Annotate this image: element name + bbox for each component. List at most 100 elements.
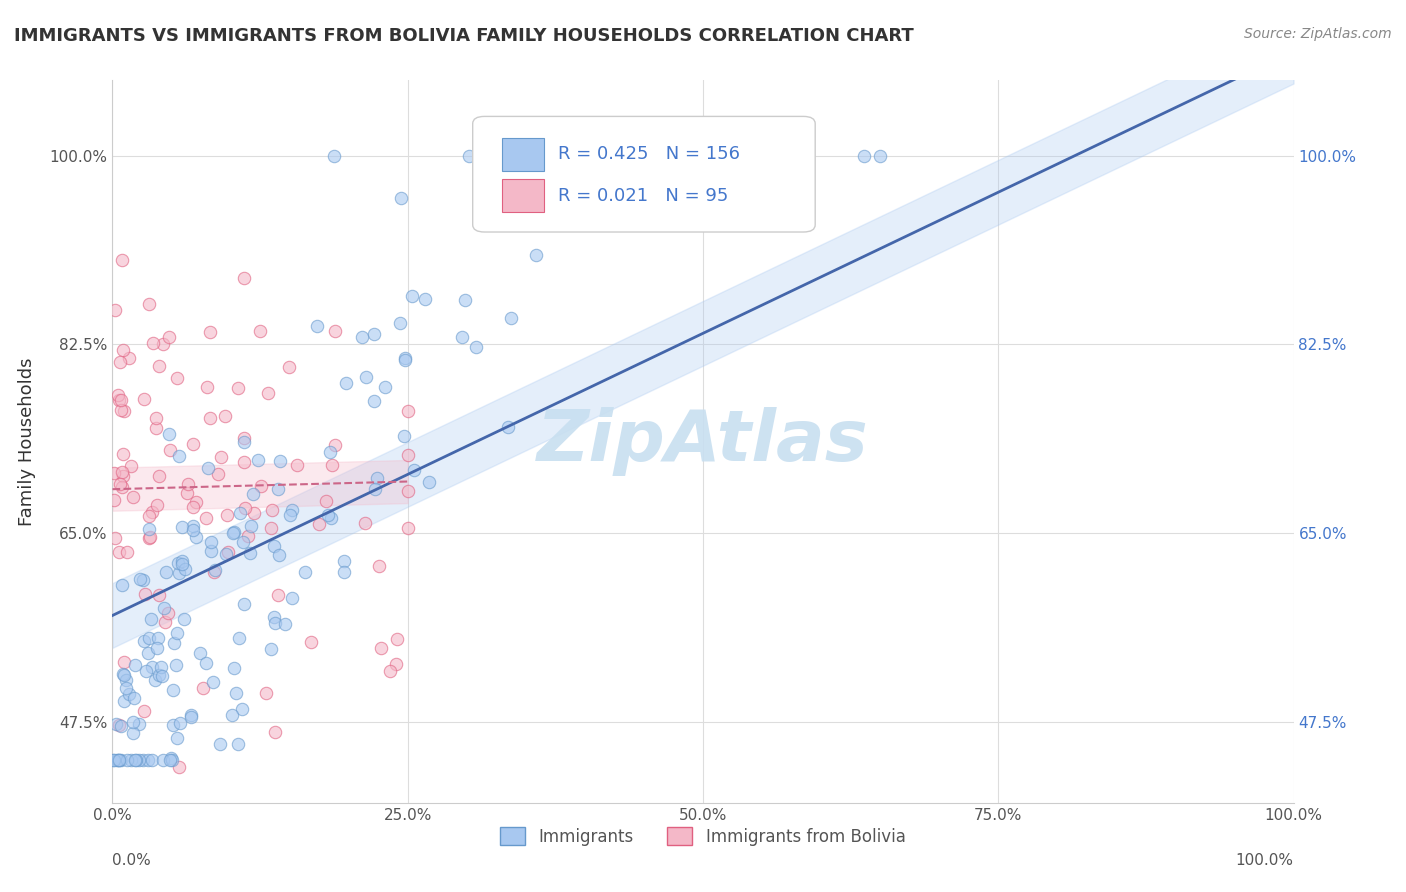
Point — [598, 196, 620, 211]
Text: ZipAtlas: ZipAtlas — [537, 407, 869, 476]
Point — [396, 448, 419, 462]
Point — [239, 546, 262, 560]
Point — [353, 516, 375, 531]
Point — [150, 669, 173, 683]
Point — [401, 289, 423, 303]
Point — [263, 539, 285, 553]
Point — [269, 454, 291, 468]
Point — [111, 253, 134, 268]
Point — [108, 718, 131, 732]
Point — [148, 631, 170, 645]
Point — [204, 564, 226, 578]
Point — [121, 726, 143, 740]
Point — [112, 668, 135, 682]
Point — [285, 458, 308, 472]
Point — [720, 149, 742, 163]
Point — [112, 667, 135, 681]
Point — [120, 753, 142, 767]
Point — [157, 330, 180, 344]
Point — [249, 479, 271, 493]
Point — [229, 506, 252, 520]
Point — [108, 392, 131, 407]
Point — [184, 530, 207, 544]
Point — [160, 753, 183, 767]
Point — [145, 421, 167, 435]
Point — [394, 352, 416, 367]
Point — [167, 566, 190, 581]
Point — [110, 403, 132, 417]
Point — [162, 718, 184, 732]
Point — [323, 438, 346, 452]
Point — [180, 708, 202, 723]
Point — [249, 324, 271, 338]
Point — [124, 658, 146, 673]
Point — [110, 465, 132, 479]
Text: Source: ZipAtlas.com: Source: ZipAtlas.com — [1244, 27, 1392, 41]
Point — [112, 694, 135, 708]
Point — [232, 455, 254, 469]
Point — [305, 318, 328, 333]
Point — [193, 681, 215, 695]
Point — [215, 547, 238, 561]
Point — [138, 631, 160, 645]
Point — [176, 485, 198, 500]
Point — [524, 248, 547, 262]
Point — [118, 351, 141, 366]
Point — [202, 566, 225, 580]
Point — [181, 523, 204, 537]
Point — [231, 702, 253, 716]
Point — [413, 293, 436, 307]
Point — [110, 354, 132, 368]
Point — [145, 410, 167, 425]
Point — [104, 532, 127, 546]
Point — [138, 508, 160, 523]
Point — [394, 429, 416, 443]
Point — [177, 477, 200, 491]
Point — [869, 149, 891, 163]
Point — [457, 149, 479, 163]
Point — [418, 475, 440, 490]
Point — [118, 687, 141, 701]
Point — [132, 392, 155, 406]
Point — [396, 521, 419, 535]
Point — [134, 586, 156, 600]
Text: R = 0.021   N = 95: R = 0.021 N = 95 — [558, 187, 728, 205]
Point — [269, 548, 291, 562]
Point — [853, 149, 876, 163]
Point — [172, 519, 194, 533]
Point — [124, 753, 146, 767]
Point — [110, 480, 132, 494]
Point — [233, 271, 256, 285]
Point — [232, 431, 254, 445]
Text: IMMIGRANTS VS IMMIGRANTS FROM BOLIVIA FAMILY HOUSEHOLDS CORRELATION CHART: IMMIGRANTS VS IMMIGRANTS FROM BOLIVIA FA… — [14, 27, 914, 45]
Point — [260, 521, 283, 535]
Point — [132, 704, 155, 718]
Point — [198, 325, 221, 339]
Point — [108, 753, 131, 767]
Point — [363, 327, 385, 342]
Point — [172, 554, 194, 568]
Point — [120, 458, 142, 473]
Point — [370, 640, 392, 655]
Point — [197, 460, 219, 475]
Point — [404, 463, 426, 477]
Point — [256, 386, 278, 401]
Point — [148, 359, 170, 374]
Point — [224, 661, 246, 675]
Point — [195, 657, 218, 671]
Point — [152, 753, 174, 767]
Point — [122, 491, 145, 505]
Point — [169, 449, 191, 463]
Point — [225, 686, 247, 700]
Point — [124, 690, 146, 705]
Text: R = 0.425   N = 156: R = 0.425 N = 156 — [558, 145, 740, 163]
Point — [214, 409, 236, 423]
Point — [142, 336, 165, 351]
Point — [166, 371, 188, 385]
Point — [228, 632, 250, 646]
Point — [103, 753, 125, 767]
Point — [138, 296, 160, 310]
Point — [111, 447, 134, 461]
Point — [526, 149, 548, 163]
Point — [354, 370, 377, 384]
